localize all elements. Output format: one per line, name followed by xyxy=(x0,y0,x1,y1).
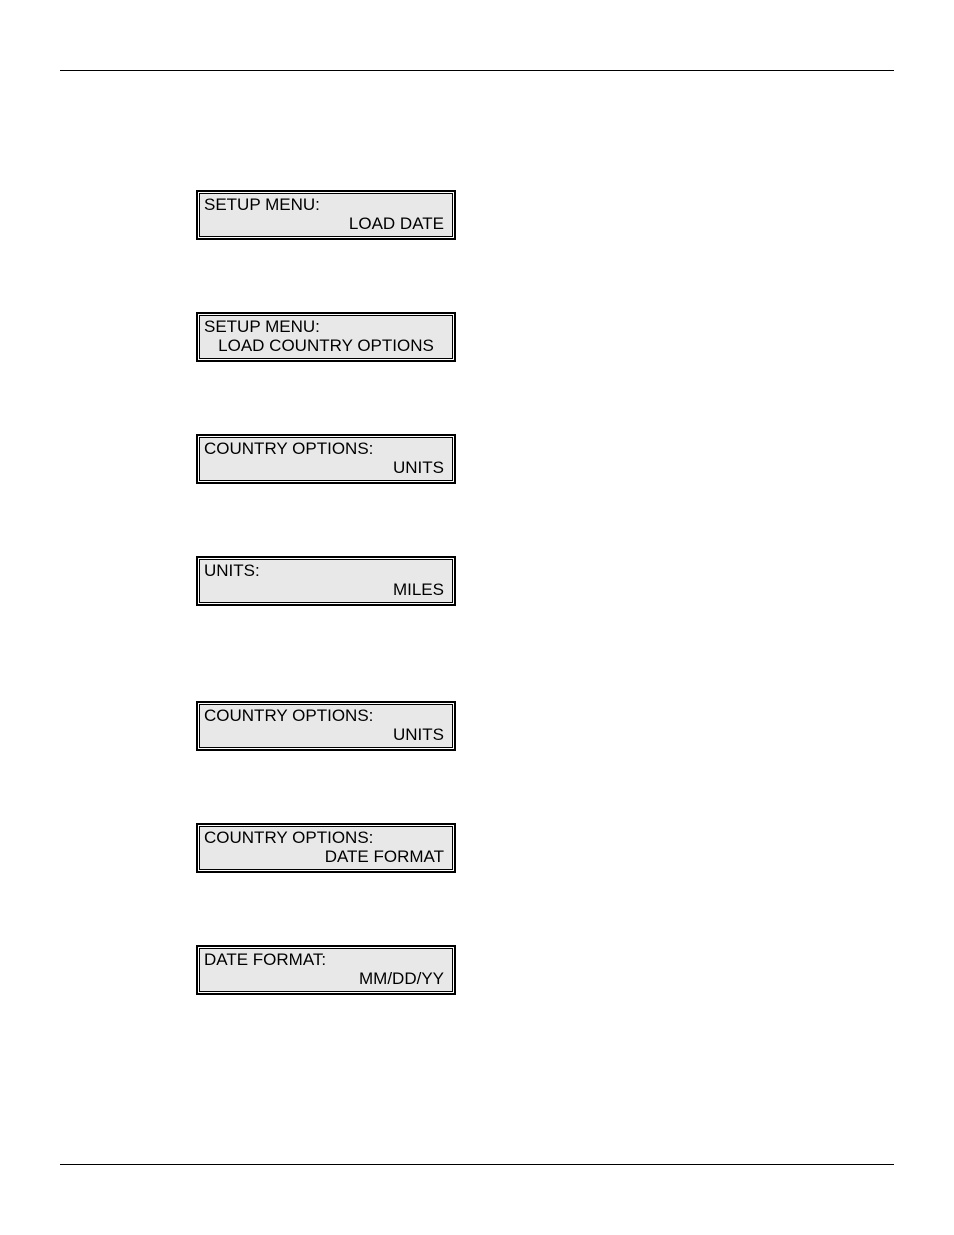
lcd-line2: DATE FORMAT xyxy=(204,848,448,867)
lcd-inner: DATE FORMAT: MM/DD/YY xyxy=(199,948,453,992)
content-area: SETUP MENU: LOAD DATE SETUP MENU: LOAD C… xyxy=(0,190,954,1067)
lcd-inner: UNITS: MILES xyxy=(199,559,453,603)
footer-rule xyxy=(60,1164,894,1165)
lcd-line2: UNITS xyxy=(204,726,448,745)
lcd-panel-date-format-value: DATE FORMAT: MM/DD/YY xyxy=(196,945,456,995)
lcd-panel-setup-load-country: SETUP MENU: LOAD COUNTRY OPTIONS xyxy=(196,312,456,362)
lcd-inner: COUNTRY OPTIONS: DATE FORMAT xyxy=(199,826,453,870)
header-rule xyxy=(60,70,894,71)
lcd-line2: LOAD DATE xyxy=(204,215,448,234)
lcd-line1: COUNTRY OPTIONS: xyxy=(204,707,448,726)
lcd-panel-country-date-format: COUNTRY OPTIONS: DATE FORMAT xyxy=(196,823,456,873)
lcd-inner: SETUP MENU: LOAD DATE xyxy=(199,193,453,237)
lcd-line1: SETUP MENU: xyxy=(204,196,448,215)
lcd-inner: COUNTRY OPTIONS: UNITS xyxy=(199,437,453,481)
lcd-panel-setup-load-date: SETUP MENU: LOAD DATE xyxy=(196,190,456,240)
lcd-line1: COUNTRY OPTIONS: xyxy=(204,440,448,459)
lcd-line1: COUNTRY OPTIONS: xyxy=(204,829,448,848)
lcd-panel-country-units-1: COUNTRY OPTIONS: UNITS xyxy=(196,434,456,484)
lcd-line2: MILES xyxy=(204,581,448,600)
lcd-panel-country-units-2: COUNTRY OPTIONS: UNITS xyxy=(196,701,456,751)
lcd-inner: SETUP MENU: LOAD COUNTRY OPTIONS xyxy=(199,315,453,359)
lcd-line2: LOAD COUNTRY OPTIONS xyxy=(204,337,448,356)
lcd-line2: UNITS xyxy=(204,459,448,478)
lcd-line1: SETUP MENU: xyxy=(204,318,448,337)
lcd-line1: DATE FORMAT: xyxy=(204,951,448,970)
lcd-panel-units-miles: UNITS: MILES xyxy=(196,556,456,606)
lcd-inner: COUNTRY OPTIONS: UNITS xyxy=(199,704,453,748)
lcd-line2: MM/DD/YY xyxy=(204,970,448,989)
lcd-line1: UNITS: xyxy=(204,562,448,581)
